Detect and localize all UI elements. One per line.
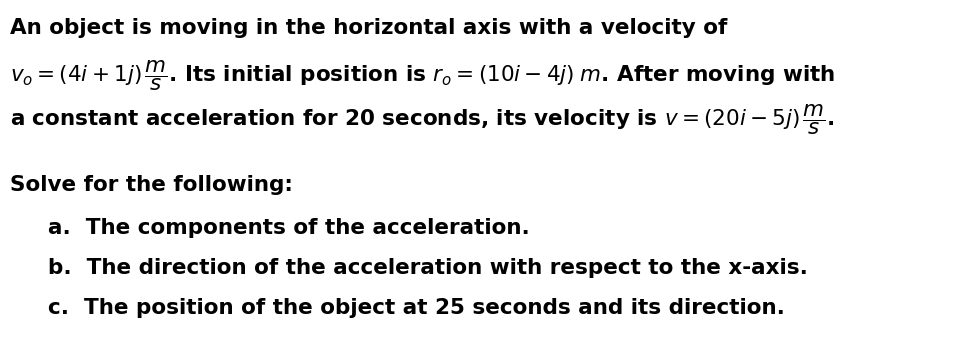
Text: $v_o = (4i + 1j)\,\dfrac{m}{s}$. Its initial position is $r_o = (10i - 4j)\;m$. : $v_o = (4i + 1j)\,\dfrac{m}{s}$. Its ini… [10,58,836,93]
Text: b.  The direction of the acceleration with respect to the x-axis.: b. The direction of the acceleration wit… [48,258,808,278]
Text: An object is moving in the horizontal axis with a velocity of: An object is moving in the horizontal ax… [10,18,727,38]
Text: a constant acceleration for 20 seconds, its velocity is $v = (20i - 5j)\,\dfrac{: a constant acceleration for 20 seconds, … [10,102,835,137]
Text: a.  The components of the acceleration.: a. The components of the acceleration. [48,218,529,238]
Text: Solve for the following:: Solve for the following: [10,175,292,195]
Text: c.  The position of the object at 25 seconds and its direction.: c. The position of the object at 25 seco… [48,298,785,318]
